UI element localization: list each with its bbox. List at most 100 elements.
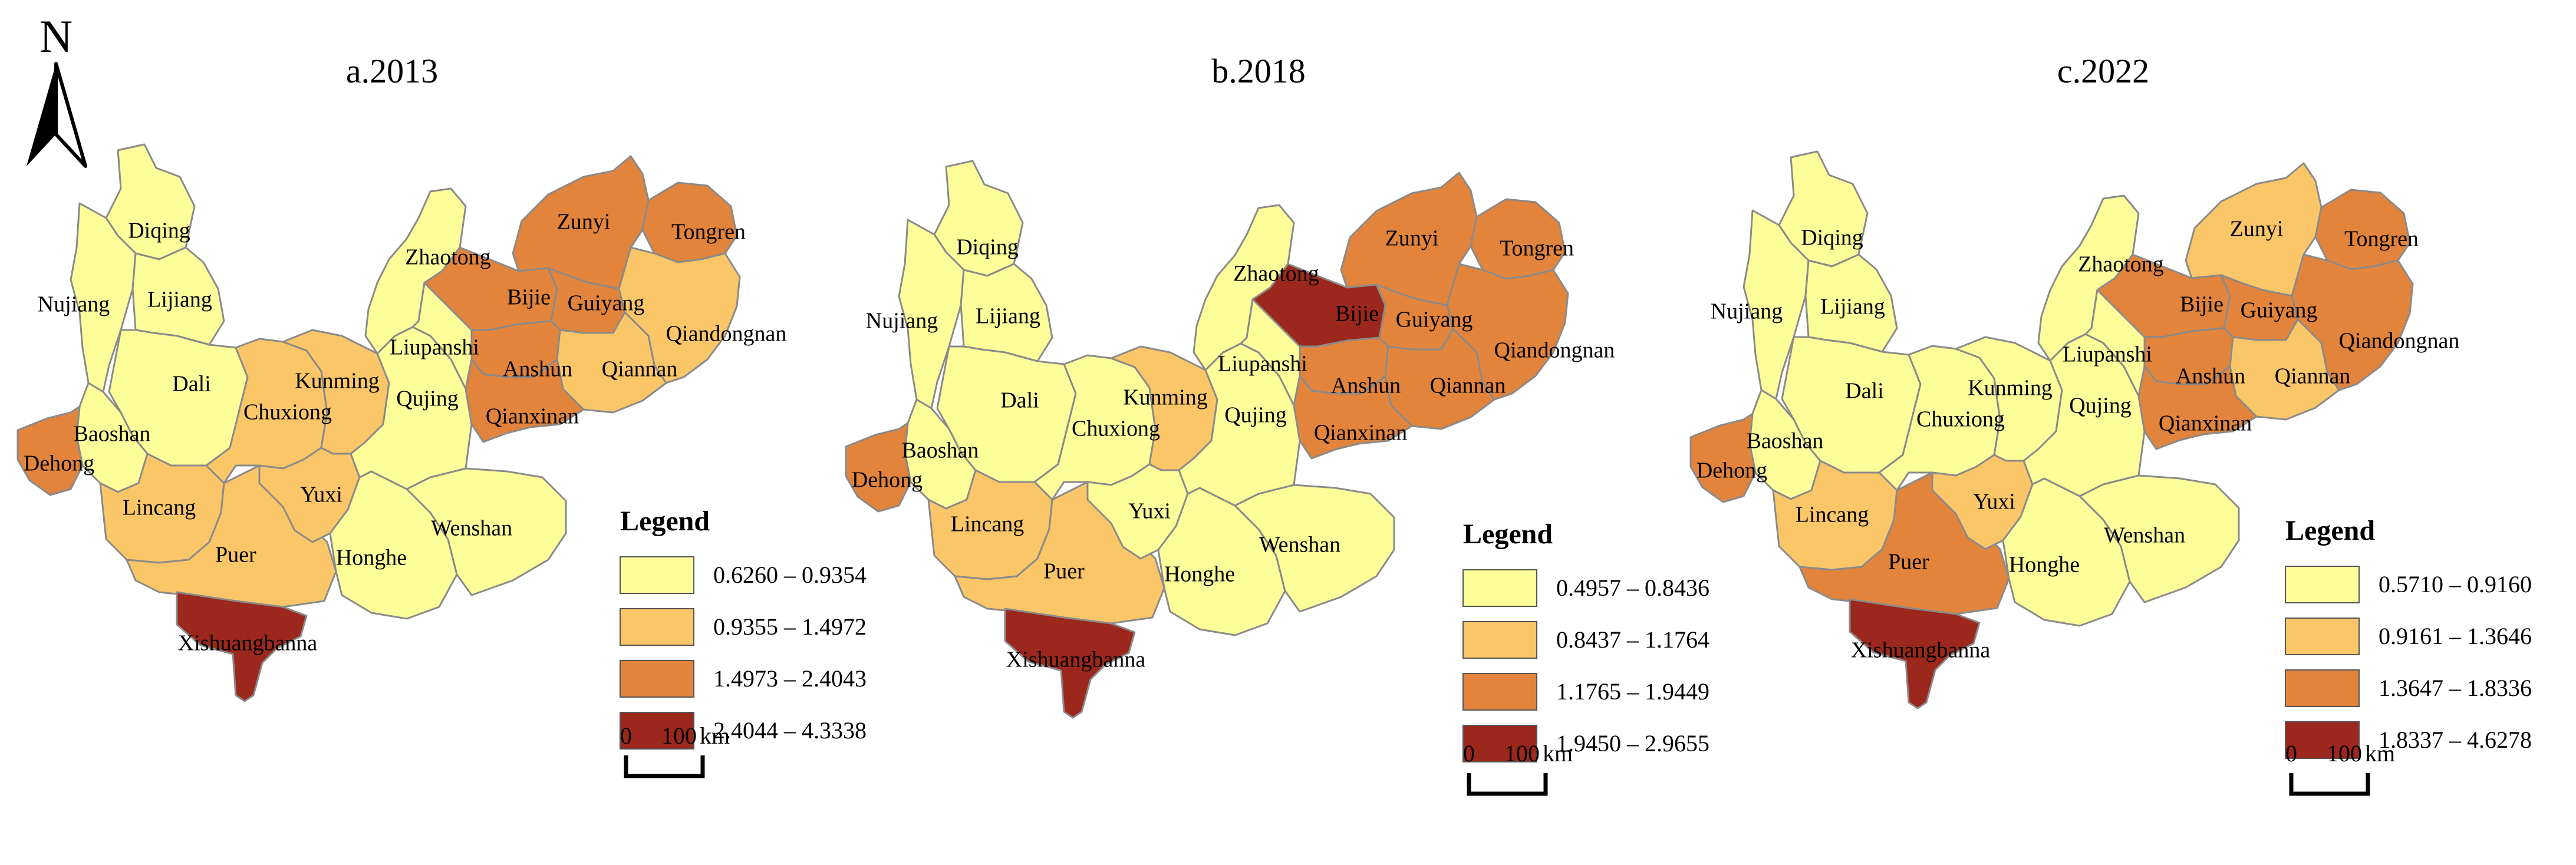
region-label-kunming: Kunming [1123,385,1208,410]
region-label-tongren: Tongren [2344,227,2419,252]
region-label-zunyi: Zunyi [2230,217,2284,242]
region-label-zhaotong: Zhaotong [405,245,491,270]
region-label-kunming: Kunming [1968,376,2053,401]
legend-swatch [1462,569,1537,607]
region-label-baoshan: Baoshan [902,438,979,463]
legend-swatch [620,556,694,594]
region-label-guiyang: Guiyang [568,291,645,316]
map-regions: Diqing Nujiang Lijiang Dali Baoshan Dehong Lin… [17,143,787,702]
region-label-wenshan: Wenshan [1259,533,1340,557]
region-label-qiandongnan: Qiandongnan [666,322,787,346]
scale-end-label: 100 [661,722,697,749]
region-wenshan [1234,484,1395,613]
region-dehong [845,422,912,513]
region-lijiang [960,263,1053,362]
region-label-wenshan: Wenshan [431,516,512,541]
region-label-yuxi: Yuxi [1128,499,1171,524]
region-label-nujiang: Nujiang [866,309,938,334]
scale-bar: 0 100 km [1463,740,1573,796]
legend-label: 1.1765 – 1.9449 [1556,678,1709,705]
map-panel-b-2018: b.2018 Diqing Nujiang Lijiang Dali Baoshan Deh… [845,52,1709,796]
region-label-liupanshi: Liupanshi [2063,342,2152,367]
scale-unit-label: km [700,722,730,749]
panel-title: a.2013 [346,52,438,90]
scale-bar: 0 100 km [620,722,730,778]
region-label-diqing: Diqing [128,219,190,243]
region-label-honghe: Honghe [1164,562,1235,587]
region-label-anshun: Anshun [2176,364,2245,389]
region-label-guiyang: Guiyang [2241,298,2318,323]
region-label-qiannan: Qiannan [2275,364,2351,389]
region-label-dali: Dali [1000,388,1039,413]
region-xishuangbanna [1004,608,1136,719]
region-label-dali: Dali [172,372,210,397]
scale-bar: 0 100 km [2285,740,2395,796]
scale-end-label: 100 [1504,740,1540,767]
legend-label: 0.9161 – 1.3646 [2379,623,2532,649]
region-label-puer: Puer [215,543,256,567]
region-label-lijiang: Lijiang [1820,295,1885,319]
region-label-zunyi: Zunyi [557,210,611,235]
region-label-liupanshi: Liupanshi [390,335,479,360]
scale-start-label: 0 [620,722,632,749]
scale-unit-label: km [1543,740,1573,767]
region-label-qujing: Qujing [1224,403,1287,428]
region-label-lincang: Lincang [123,496,196,520]
scale-bar-line [2289,773,2370,796]
legend-swatch [2285,721,2360,759]
region-lijiang [1804,253,1898,353]
scale-start-label: 0 [2285,740,2297,767]
region-label-dehong: Dehong [852,468,923,493]
region-label-xishuangbanna: Xishuangbanna [1006,648,1146,672]
scale-bar-line [624,755,705,778]
region-dehong [17,405,84,496]
region-label-zunyi: Zunyi [1385,226,1439,251]
region-label-tongren: Tongren [671,220,746,245]
map-regions: Diqing Nujiang Lijiang Dali Baoshan Dehong Lin… [1689,150,2459,709]
legend-swatch [2285,566,2360,603]
legend-swatch [1462,673,1537,711]
region-lijiang [131,246,225,346]
region-label-bijie: Bijie [1335,302,1379,326]
region-label-puer: Puer [1043,559,1085,584]
map-panel-a-2013: a.2013 Diqing Nujiang Lijiang Dali Baoshan Deh… [17,52,867,778]
region-label-qianxinan: Qianxinan [1314,421,1407,445]
region-label-qiandongnan: Qiandongnan [1494,338,1615,363]
region-label-tongren: Tongren [1500,236,1574,261]
region-label-kunming: Kunming [295,369,380,394]
region-xishuangbanna [1849,598,1981,709]
map-regions: Diqing Nujiang Lijiang Dali Baoshan Dehong Lin… [845,160,1615,719]
legend-label: 0.6260 – 0.9354 [713,562,867,588]
region-label-xishuangbanna: Xishuangbanna [178,631,318,656]
region-label-diqing: Diqing [956,235,1019,260]
legend-label: 1.9450 – 2.9655 [1556,730,1709,757]
region-zunyi [512,155,650,290]
legend-label: 0.4957 – 0.8436 [1556,575,1709,601]
legend-swatch [620,712,694,750]
region-qianxinan [2137,365,2258,450]
region-label-dehong: Dehong [1697,458,1767,483]
legend-label: 0.8437 – 1.1764 [1556,626,1709,653]
region-qianxinan [1293,375,1413,460]
north-arrow-icon: N [27,11,87,168]
north-label: N [39,11,73,62]
region-label-bijie: Bijie [507,285,551,310]
legend-swatch [2285,669,2360,707]
legend-title: Legend [2285,515,2375,546]
region-label-baoshan: Baoshan [74,422,151,447]
legend-title: Legend [620,506,710,537]
region-label-zhaotong: Zhaotong [1233,262,1319,286]
legend-swatch [1462,621,1537,659]
legend-swatch [2285,618,2360,655]
region-label-qianxinan: Qianxinan [2159,411,2252,436]
region-label-yuxi: Yuxi [1973,490,2015,514]
scale-end-label: 100 [2327,740,2362,767]
legend-label: 1.3647 – 1.8336 [2379,675,2532,701]
legend-title: Legend [1463,519,1553,550]
region-label-honghe: Honghe [336,546,407,570]
region-label-anshun: Anshun [1331,374,1401,398]
region-qianxinan [465,358,585,443]
